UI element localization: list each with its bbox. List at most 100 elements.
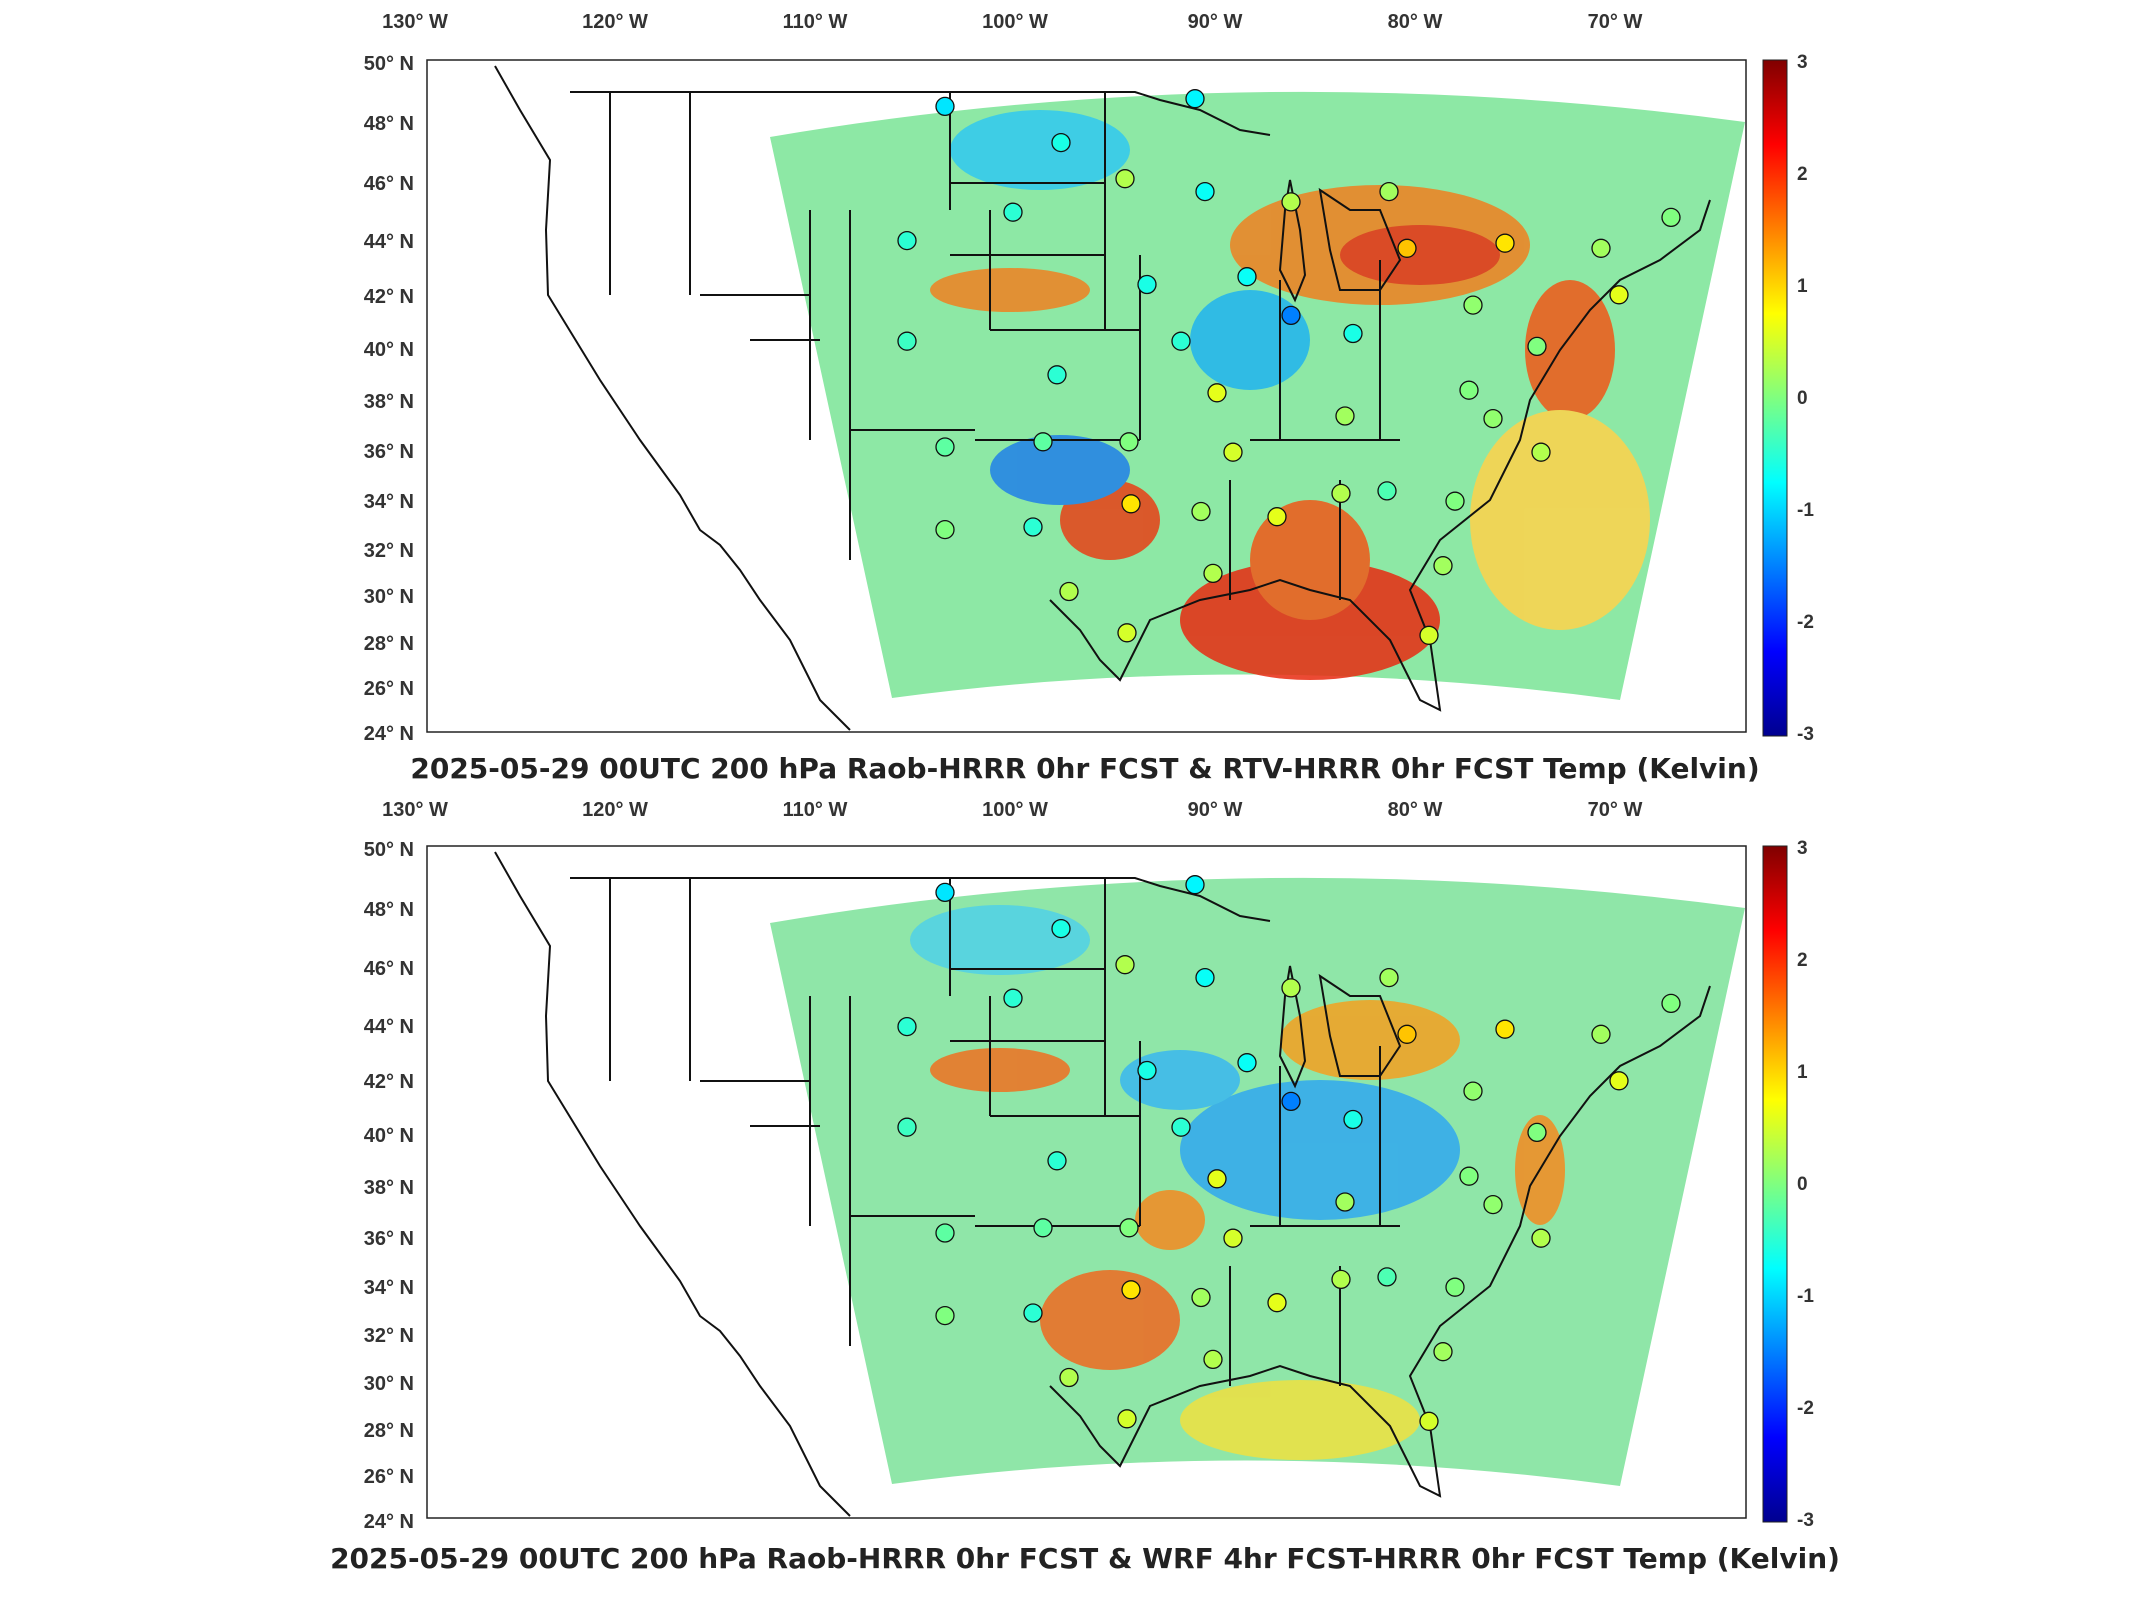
raob-station-marker bbox=[1203, 1349, 1223, 1370]
raob-station-marker bbox=[1459, 380, 1479, 400]
cbar-label-neg1: -1 bbox=[1797, 500, 1814, 521]
raob-station-marker bbox=[1223, 442, 1243, 462]
lake-huron-michigan-outline bbox=[1318, 973, 1402, 1077]
raob-station-marker bbox=[1115, 955, 1135, 975]
raob-station-marker bbox=[1185, 89, 1205, 109]
raob-station-marker bbox=[1397, 238, 1417, 258]
raob-station-marker bbox=[1117, 623, 1137, 643]
raob-station-marker bbox=[1281, 192, 1301, 212]
raob-station-marker bbox=[1281, 1091, 1301, 1112]
raob-station-marker bbox=[1445, 1277, 1465, 1297]
cold-anomaly-north bbox=[910, 905, 1090, 975]
raob-station-marker bbox=[1003, 988, 1023, 1008]
lat-label-42n: 42° N bbox=[364, 286, 414, 308]
cbar-label-neg2: -2 bbox=[1797, 1398, 1814, 1419]
raob-station-marker bbox=[1483, 1194, 1503, 1215]
cold-anomaly-iowa bbox=[1120, 1050, 1240, 1110]
lake-michigan bbox=[1278, 965, 1307, 1089]
raob-station-marker bbox=[1335, 1192, 1355, 1212]
raob-station-marker bbox=[1661, 993, 1681, 1014]
lat-label-28n: 28° N bbox=[364, 1420, 414, 1442]
raob-station-marker bbox=[1343, 323, 1363, 344]
raob-station-marker bbox=[1527, 336, 1547, 357]
raob-station-marker bbox=[1531, 1228, 1551, 1248]
raob-station-marker bbox=[1115, 169, 1135, 189]
west-coast-line bbox=[494, 65, 851, 731]
raob-station-marker bbox=[1419, 1411, 1439, 1431]
raob-station-marker bbox=[897, 1016, 917, 1037]
cbar-label-2: 2 bbox=[1797, 950, 1808, 971]
raob-station-marker bbox=[1185, 875, 1205, 895]
colorbar bbox=[1762, 845, 1788, 1523]
raob-station-marker bbox=[1047, 1151, 1067, 1171]
cbar-label-1: 1 bbox=[1797, 1062, 1808, 1083]
cbar-label-2: 2 bbox=[1797, 164, 1808, 185]
cbar-label-0: 0 bbox=[1797, 388, 1808, 409]
cold-anomaly-oklahoma bbox=[990, 435, 1130, 505]
raob-station-marker bbox=[1379, 967, 1399, 988]
raob-station-marker bbox=[1343, 1109, 1363, 1130]
lat-label-30n: 30° N bbox=[364, 1373, 414, 1395]
raob-station-marker bbox=[1003, 202, 1023, 222]
raob-station-marker bbox=[1137, 1060, 1157, 1081]
lon-label-70w: 70° W bbox=[1588, 799, 1643, 821]
raob-station-marker bbox=[1195, 967, 1215, 988]
raob-station-marker bbox=[1661, 207, 1681, 228]
lat-label-44n: 44° N bbox=[364, 231, 414, 253]
lat-label-48n: 48° N bbox=[364, 113, 414, 135]
raob-station-marker bbox=[1191, 501, 1211, 522]
state-boundaries bbox=[494, 65, 1711, 731]
raob-station-marker bbox=[1191, 1287, 1211, 1308]
lon-label-100w: 100° W bbox=[982, 799, 1048, 821]
raob-station-marker bbox=[935, 1223, 955, 1243]
raob-station-marker bbox=[1023, 517, 1043, 537]
raob-station-marker bbox=[1117, 1409, 1137, 1429]
raob-station-marker bbox=[935, 1305, 955, 1326]
temperature-field bbox=[770, 877, 1745, 1486]
lat-label-36n: 36° N bbox=[364, 1228, 414, 1250]
cold-anomaly-north bbox=[950, 110, 1130, 190]
cbar-label-0: 0 bbox=[1797, 1174, 1808, 1195]
raob-station-marker bbox=[1463, 1081, 1483, 1101]
raob-station-marker bbox=[897, 331, 917, 351]
lat-label-34n: 34° N bbox=[364, 1277, 414, 1299]
raob-station-marker bbox=[1237, 267, 1257, 287]
warm-anomaly-great-lakes-core bbox=[1340, 225, 1500, 285]
temperature-field bbox=[770, 91, 1745, 700]
raob-station-marker bbox=[1137, 274, 1157, 295]
raob-station-marker bbox=[1531, 442, 1551, 462]
lat-label-32n: 32° N bbox=[364, 1325, 414, 1347]
lon-label-80w: 80° W bbox=[1388, 11, 1443, 33]
lon-label-110w: 110° W bbox=[783, 11, 848, 33]
warm-anomaly-plains bbox=[930, 268, 1090, 312]
lon-label-110w: 110° W bbox=[783, 799, 848, 821]
raob-station-marker bbox=[1527, 1122, 1547, 1143]
raob-station-marker bbox=[935, 437, 955, 457]
warm-anomaly-michigan bbox=[1280, 1000, 1460, 1080]
colorbar-tick-labels: 3 2 1 0 -1 -2 -3 bbox=[1797, 838, 1814, 1531]
raob-station-marker bbox=[1059, 1367, 1079, 1388]
raob-station-marker bbox=[1119, 1218, 1139, 1238]
raob-station-marker bbox=[1047, 365, 1067, 385]
lat-label-28n: 28° N bbox=[364, 633, 414, 655]
raob-station-marker bbox=[1419, 625, 1439, 645]
us-canada-border bbox=[570, 877, 1271, 922]
lat-tick-labels: 50° N 48° N 46° N 44° N 42° N 40° N 38° … bbox=[364, 839, 414, 1533]
lon-label-70w: 70° W bbox=[1588, 11, 1643, 33]
raob-station-marker bbox=[935, 96, 955, 117]
lat-label-46n: 46° N bbox=[364, 173, 414, 195]
raob-station-marker bbox=[1331, 1269, 1351, 1290]
lat-label-38n: 38° N bbox=[364, 1177, 414, 1199]
raob-station-marker bbox=[1033, 432, 1053, 452]
raob-station-marker bbox=[1397, 1024, 1417, 1044]
cbar-label-neg2: -2 bbox=[1797, 612, 1814, 633]
raob-station-marker bbox=[1121, 494, 1141, 514]
raob-station-marker bbox=[1609, 1071, 1629, 1091]
raob-station-marker bbox=[1207, 383, 1227, 403]
raob-station-marker bbox=[1483, 408, 1503, 429]
cbar-label-3: 3 bbox=[1797, 838, 1808, 859]
raob-station-marker bbox=[1433, 556, 1453, 576]
raob-station-marker bbox=[1281, 305, 1301, 326]
lon-tick-labels: 130° W 120° W 110° W 100° W 90° W 80° W … bbox=[382, 799, 1642, 821]
lon-label-120w: 120° W bbox=[582, 799, 648, 821]
